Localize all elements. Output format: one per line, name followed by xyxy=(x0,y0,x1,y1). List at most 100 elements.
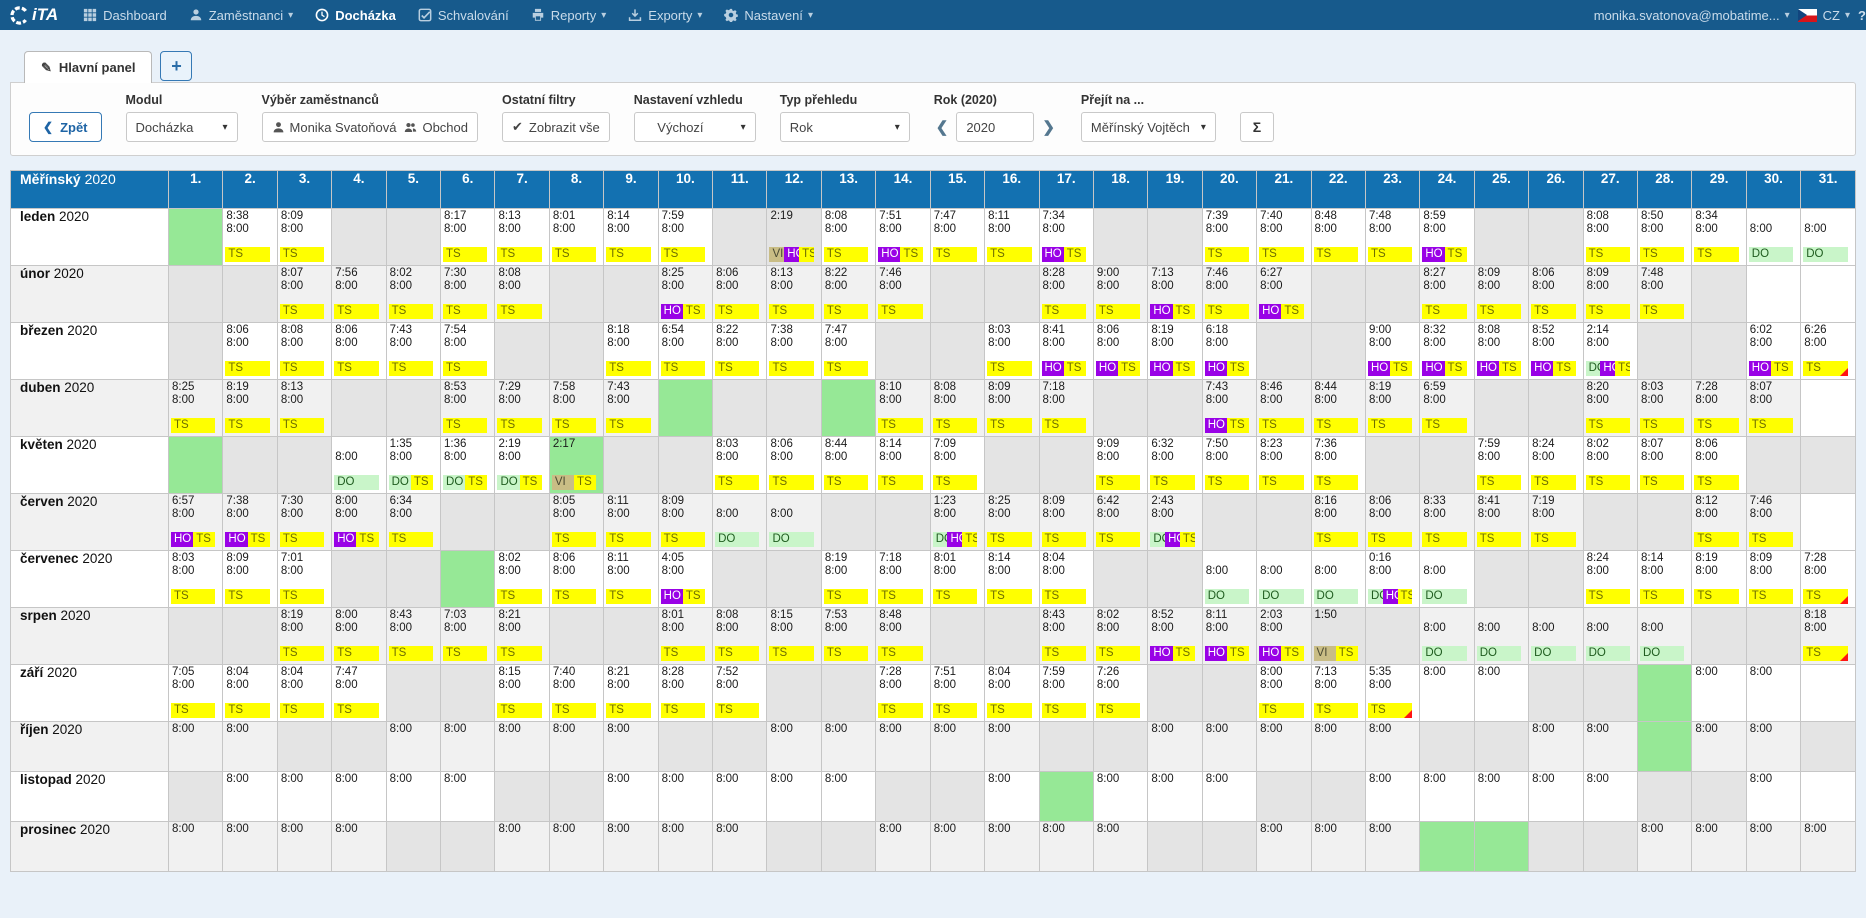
user-menu[interactable]: monika.svatonova@mobatime... ▾ xyxy=(1594,8,1790,23)
day-cell[interactable]: 8:00 xyxy=(331,771,387,822)
day-cell[interactable]: 8:11 8:00 TS xyxy=(603,493,659,551)
day-cell-weekend[interactable] xyxy=(1256,493,1312,551)
day-cell[interactable]: 8:25 8:00 HO TS xyxy=(657,265,714,323)
day-cell[interactable]: 8:00 xyxy=(1473,771,1530,822)
day-cell[interactable]: 8:14 8:00 TS xyxy=(984,550,1040,608)
day-cell-weekend[interactable] xyxy=(712,208,768,266)
day-cell[interactable]: 8:00 DO xyxy=(1419,550,1475,608)
add-tab-button[interactable]: + xyxy=(160,51,193,81)
day-cell[interactable]: 8:00 DO xyxy=(1582,607,1638,665)
day-cell[interactable]: 8:06 8:00 TS xyxy=(331,322,387,380)
day-cell[interactable]: 8:00 DO xyxy=(331,436,387,494)
day-cell[interactable]: 7:30 8:00 TS xyxy=(276,493,333,551)
day-cell-weekend[interactable] xyxy=(548,265,605,323)
day-cell-weekend[interactable] xyxy=(440,821,496,872)
day-cell[interactable]: 7:50 8:00 TS xyxy=(1201,436,1258,494)
day-cell[interactable]: 8:06 8:00 HO TS xyxy=(1092,322,1149,380)
day-cell[interactable]: 8:44 8:00 TS xyxy=(1310,379,1366,437)
day-cell[interactable]: 8:07 8:00 TS xyxy=(1745,379,1802,437)
day-cell-weekend[interactable] xyxy=(766,821,822,872)
day-cell[interactable]: 8:21 8:00 TS xyxy=(494,607,550,665)
day-cell[interactable]: 8:02 8:00 TS xyxy=(1582,436,1638,494)
day-cell[interactable]: 8:00 xyxy=(929,821,986,872)
day-cell[interactable]: 7:05 8:00 TS xyxy=(167,664,224,722)
day-cell[interactable]: 6:02 8:00 HO TS xyxy=(1745,322,1802,380)
day-cell[interactable]: 8:00 xyxy=(1800,821,1856,872)
day-cell[interactable]: 8:07 8:00 TS xyxy=(1636,436,1693,494)
day-cell[interactable]: 2:17 VI TS xyxy=(548,436,605,494)
day-cell-weekend[interactable] xyxy=(1364,265,1421,323)
day-cell[interactable]: 8:00 xyxy=(766,721,822,772)
day-cell[interactable]: 8:00 xyxy=(712,821,768,872)
day-cell[interactable]: 7:38 8:00 HO TS xyxy=(222,493,278,551)
day-cell[interactable]: 8:44 8:00 TS xyxy=(820,436,877,494)
day-cell-holiday[interactable] xyxy=(1473,821,1530,872)
nav-item-grid[interactable]: Dashboard xyxy=(72,0,178,30)
day-cell[interactable]: 8:08 8:00 TS xyxy=(494,265,550,323)
day-cell[interactable]: 8:04 8:00 TS xyxy=(1038,550,1094,608)
day-cell-weekend[interactable] xyxy=(1256,322,1312,380)
day-cell[interactable]: 8:23 8:00 TS xyxy=(1256,436,1312,494)
day-cell[interactable]: 8:16 8:00 TS xyxy=(1310,493,1366,551)
day-cell[interactable]: 8:00 xyxy=(1419,664,1475,722)
day-cell-holiday[interactable] xyxy=(167,208,224,266)
day-cell[interactable]: 8:05 8:00 TS xyxy=(548,493,605,551)
day-cell[interactable]: 7:13 8:00 TS xyxy=(1310,664,1366,722)
day-cell[interactable]: 8:00 xyxy=(440,721,496,772)
day-cell-weekend[interactable] xyxy=(1147,379,1203,437)
day-cell-weekend[interactable] xyxy=(331,550,387,608)
day-cell-weekend[interactable] xyxy=(1528,379,1584,437)
day-cell-weekend[interactable] xyxy=(167,771,224,822)
nav-item-gear[interactable]: Nastavení ▾ xyxy=(713,0,824,30)
day-cell-weekend[interactable] xyxy=(1800,436,1856,494)
day-cell[interactable]: 6:32 8:00 TS xyxy=(1147,436,1203,494)
day-cell[interactable]: 8:02 8:00 TS xyxy=(1092,607,1149,665)
day-cell-weekend[interactable] xyxy=(603,265,659,323)
day-cell[interactable]: 8:04 8:00 TS xyxy=(984,664,1040,722)
day-cell-weekend[interactable] xyxy=(1691,265,1747,323)
day-cell[interactable]: 8:00 DO xyxy=(1528,607,1584,665)
day-cell[interactable]: 9:00 8:00 TS xyxy=(1092,265,1149,323)
day-cell-holiday[interactable] xyxy=(820,379,877,437)
day-cell[interactable]: 7:28 8:00 TS xyxy=(1691,379,1747,437)
day-cell[interactable]: 7:52 8:00 TS xyxy=(712,664,768,722)
language-menu[interactable]: CZ ▾ xyxy=(1797,8,1850,23)
day-cell[interactable]: 7:34 8:00 HO TS xyxy=(1038,208,1094,266)
day-cell-weekend[interactable] xyxy=(1310,771,1366,822)
day-cell[interactable]: 8:00 xyxy=(1256,821,1312,872)
day-cell[interactable]: 8:00 xyxy=(1691,664,1747,722)
day-cell[interactable]: 8:00 xyxy=(276,771,333,822)
nav-item-person[interactable]: Zaměstnanci ▾ xyxy=(178,0,304,30)
day-cell-weekend[interactable] xyxy=(331,208,387,266)
day-cell[interactable]: 8:52 8:00 HO TS xyxy=(1528,322,1584,380)
day-cell[interactable]: 8:00 DO xyxy=(1310,550,1366,608)
day-cell-weekend[interactable] xyxy=(1473,379,1530,437)
day-cell[interactable]: 8:33 8:00 TS xyxy=(1419,493,1475,551)
day-cell[interactable]: 8:09 8:00 TS xyxy=(1745,550,1802,608)
day-cell-weekend[interactable] xyxy=(1092,208,1149,266)
day-cell-weekend[interactable] xyxy=(1691,322,1747,380)
day-cell[interactable]: 8:13 8:00 TS xyxy=(766,265,822,323)
day-cell-weekend[interactable] xyxy=(548,322,605,380)
day-cell[interactable]: 8:20 8:00 TS xyxy=(1582,379,1638,437)
day-cell[interactable]: 8:00 xyxy=(875,721,931,772)
day-cell[interactable]: 7:18 8:00 TS xyxy=(875,550,931,608)
day-cell[interactable]: 8:00 DO xyxy=(1745,208,1802,266)
day-cell[interactable]: 7:29 8:00 TS xyxy=(494,379,550,437)
day-cell-weekend[interactable] xyxy=(385,379,442,437)
day-cell[interactable]: 8:00 xyxy=(167,821,224,872)
nav-item-clock[interactable]: Docházka xyxy=(304,0,407,30)
day-cell[interactable]: 8:19 8:00 HO TS xyxy=(1147,322,1203,380)
day-cell-weekend[interactable] xyxy=(440,493,496,551)
day-cell[interactable]: 8:00 xyxy=(766,771,822,822)
day-cell[interactable]: 7:01 8:00 TS xyxy=(276,550,333,608)
day-cell[interactable]: 8:00 xyxy=(1745,721,1802,772)
day-cell[interactable]: 6:42 8:00 TS xyxy=(1092,493,1149,551)
day-cell-weekend[interactable] xyxy=(984,607,1040,665)
day-cell[interactable]: 8:13 8:00 TS xyxy=(494,208,550,266)
day-cell-weekend[interactable] xyxy=(1473,550,1530,608)
nav-item-printer[interactable]: Reporty ▾ xyxy=(520,0,618,30)
day-cell-weekend[interactable] xyxy=(440,664,496,722)
day-cell[interactable]: 7:40 8:00 TS xyxy=(548,664,605,722)
day-cell[interactable]: 8:22 8:00 TS xyxy=(712,322,768,380)
